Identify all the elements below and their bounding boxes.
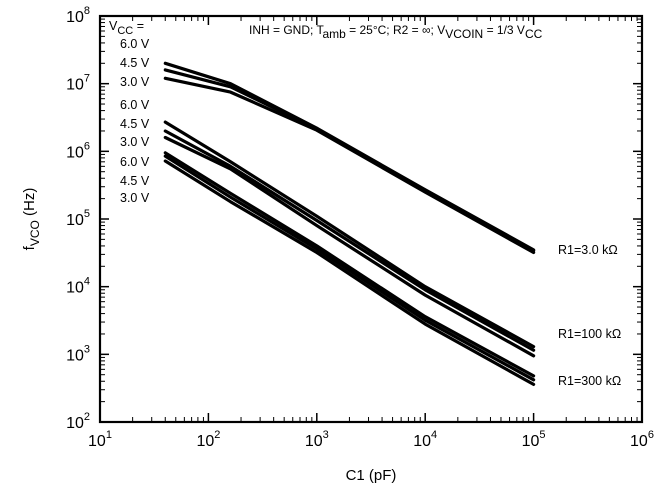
vcc-label: 3.0 V (120, 191, 150, 205)
series-line-g3-30v (163, 159, 536, 386)
r1-label: R1=3.0 kΩ (558, 243, 618, 257)
vcc-label: 4.5 V (120, 174, 150, 188)
series-lines (163, 61, 536, 386)
series-line-g2-30v (163, 135, 536, 358)
x-tick-labels: 101 102 103 104 105 106 (88, 429, 654, 450)
series-line-g2-45v (163, 129, 536, 352)
x-tick-label: 102 (196, 429, 220, 450)
y-tick-label: 104 (66, 276, 90, 297)
vcc-header: VCC = (109, 19, 144, 37)
vcc-label: 6.0 V (120, 98, 150, 112)
vcc-label: 4.5 V (120, 56, 150, 70)
series-line-g3-45v (163, 154, 536, 382)
y-tick-label: 108 (66, 5, 90, 26)
x-tick-label: 106 (630, 429, 654, 450)
vcc-label: 3.0 V (120, 135, 150, 149)
y-axis-label: fVCO (Hz) (21, 188, 42, 251)
vcc-label: 6.0 V (120, 37, 150, 51)
plot-frame (98, 14, 644, 424)
x-tick-label: 101 (88, 429, 112, 450)
axis-ticks (99, 15, 643, 423)
y-tick-label: 106 (66, 140, 90, 161)
conditions-text: INH = GND; Tamb = 25°C; R2 = ∞; VVCOIN =… (249, 23, 543, 41)
vcc-label: 4.5 V (120, 117, 150, 131)
series-line-g3-60v (163, 151, 536, 378)
y-tick-label: 105 (66, 208, 90, 229)
series-line-g2-60v (163, 120, 536, 349)
x-tick-label: 103 (305, 429, 329, 450)
x-tick-label: 105 (522, 429, 546, 450)
r1-label: R1=300 kΩ (558, 374, 621, 388)
y-tick-label: 107 (66, 73, 90, 94)
vcc-label: 3.0 V (120, 75, 150, 89)
y-tick-label: 102 (66, 411, 90, 432)
series-line-g1-30v (163, 76, 536, 255)
annotations: INH = GND; Tamb = 25°C; R2 = ∞; VVCOIN =… (109, 19, 621, 388)
r1-label: R1=100 kΩ (558, 327, 621, 341)
y-tick-label: 103 (66, 343, 90, 364)
x-axis-label: C1 (pF) (346, 467, 397, 484)
y-tick-labels: 102 103 104 105 106 107 108 (66, 5, 90, 432)
x-tick-label: 104 (413, 429, 437, 450)
vcc-label: 6.0 V (120, 155, 150, 169)
